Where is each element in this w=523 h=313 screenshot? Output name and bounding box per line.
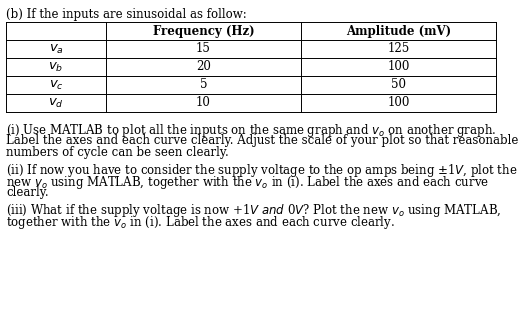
Text: new $v_o$ using MATLAB, together with the $v_o$ in (i). Label the axes and each : new $v_o$ using MATLAB, together with th… xyxy=(6,174,489,191)
Text: (b) If the inputs are sinusoidal as follow:: (b) If the inputs are sinusoidal as foll… xyxy=(6,8,247,21)
Text: 100: 100 xyxy=(388,60,410,74)
Text: $v_c$: $v_c$ xyxy=(49,79,63,91)
Text: 10: 10 xyxy=(196,96,211,110)
Text: together with the $v_o$ in (i). Label the axes and each curve clearly.: together with the $v_o$ in (i). Label th… xyxy=(6,214,395,231)
Text: $v_b$: $v_b$ xyxy=(48,60,64,74)
Text: Frequency (Hz): Frequency (Hz) xyxy=(153,24,254,38)
Text: (i) Use MATLAB to plot all the inputs on the same graph and $v_o$ on another gra: (i) Use MATLAB to plot all the inputs on… xyxy=(6,122,496,139)
Text: 100: 100 xyxy=(388,96,410,110)
Text: 5: 5 xyxy=(200,79,207,91)
Text: Amplitude (mV): Amplitude (mV) xyxy=(346,24,451,38)
Text: $v_a$: $v_a$ xyxy=(49,43,63,55)
Text: 125: 125 xyxy=(388,43,410,55)
Text: 50: 50 xyxy=(391,79,406,91)
Text: (ii) If now you have to consider the supply voltage to the op amps being $\pm$1$: (ii) If now you have to consider the sup… xyxy=(6,162,518,179)
Text: Label the axes and each curve clearly. Adjust the scale of your plot so that rea: Label the axes and each curve clearly. A… xyxy=(6,134,518,147)
Text: 20: 20 xyxy=(196,60,211,74)
Text: clearly.: clearly. xyxy=(6,186,49,199)
Text: $v_d$: $v_d$ xyxy=(48,96,64,110)
Text: numbers of cycle can be seen clearly.: numbers of cycle can be seen clearly. xyxy=(6,146,229,159)
Text: (iii) What if the supply voltage is now +1$V$ $and$ 0$V$? Plot the new $v_o$ usi: (iii) What if the supply voltage is now … xyxy=(6,202,502,219)
Text: 15: 15 xyxy=(196,43,211,55)
